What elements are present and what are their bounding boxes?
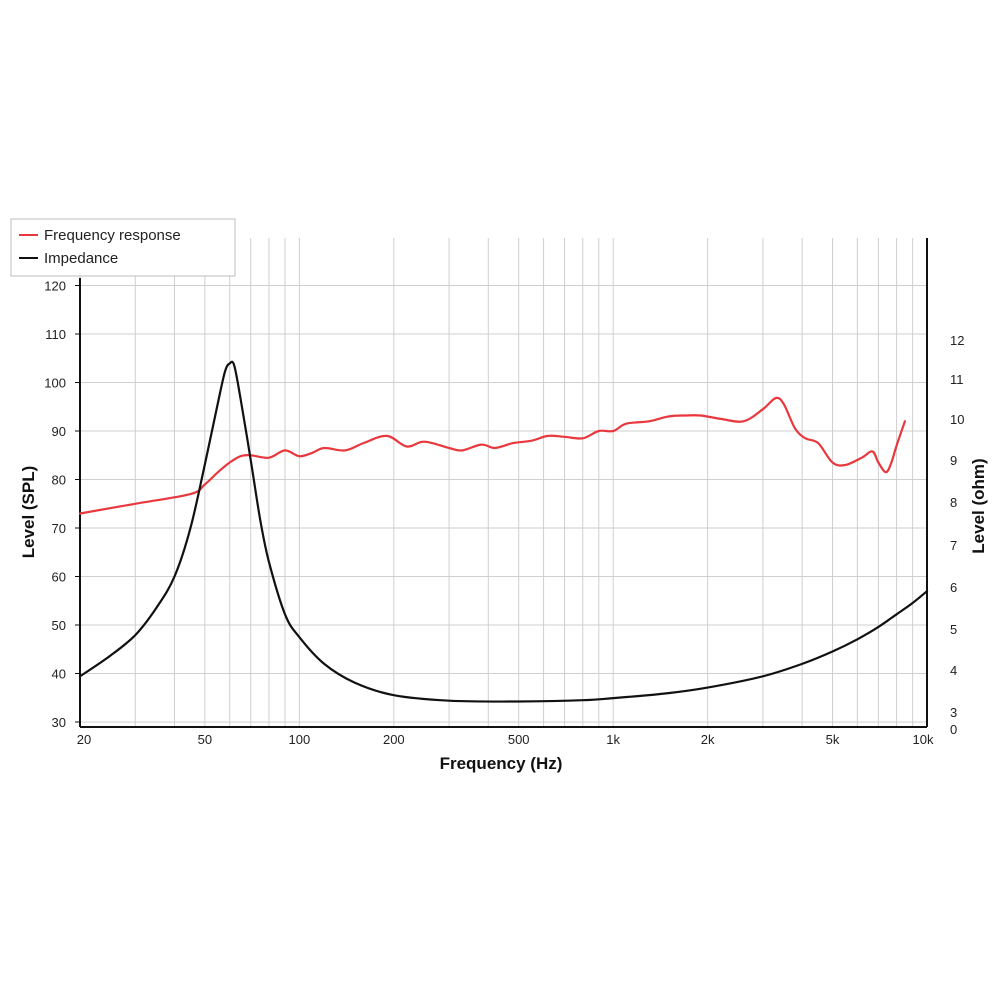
y-left-tick-label: 90: [52, 424, 66, 439]
legend-box: [10, 218, 236, 277]
y-left-tick-label: 120: [44, 279, 66, 294]
y-left-tick-label: 50: [52, 618, 66, 633]
x-tick-label: 2k: [701, 732, 715, 747]
x-tick-label: 50: [198, 732, 212, 747]
x-tick-label: 200: [383, 732, 405, 747]
tick-labels: 20 50 100 200 500 1k 2k 5k 10k304050607080901001…: [44, 279, 964, 748]
x-tick-label: 100: [289, 732, 311, 747]
series-lines: [78, 360, 929, 703]
y-right-tick-label: 6: [950, 580, 957, 595]
y-left-tick-label: 100: [44, 376, 66, 391]
x-tick-label: 1k: [606, 732, 620, 747]
y-right-tick-label: 3: [950, 705, 957, 720]
legend-label-impedance: Impedance: [44, 250, 118, 267]
grid-lines: [79, 238, 927, 727]
y-right-tick-label: 12: [950, 333, 964, 348]
y-left-tick-label: 40: [52, 667, 66, 682]
y-right-tick-label: 9: [950, 453, 957, 468]
y-left-tick-label: 70: [52, 521, 66, 536]
x-tick-label: 20: [77, 732, 91, 747]
y-left-axis-title: Level (SPL): [19, 466, 38, 559]
x-tick-label: 500: [508, 732, 530, 747]
y-right-tick-label: 0: [950, 722, 957, 737]
y-right-tick-label: 10: [950, 412, 964, 427]
x-axis-title: Frequency (Hz): [440, 754, 563, 773]
y-right-tick-label: 7: [950, 538, 957, 553]
y-right-tick-label: 4: [950, 663, 957, 678]
y-right-tick-label: 5: [950, 622, 957, 637]
axes: [79, 238, 928, 728]
legend: Frequency response Impedance: [10, 218, 236, 277]
y-left-tick-label: 60: [52, 570, 66, 585]
y-left-tick-label: 30: [52, 715, 66, 730]
legend-label-frequency-response: Frequency response: [44, 227, 181, 244]
y-left-tick-label: 80: [52, 473, 66, 488]
frequency-response-line: [78, 396, 906, 515]
y-right-axis-title: Level (ohm): [969, 458, 988, 553]
impedance-line: [78, 360, 929, 703]
x-tick-label: 5k: [826, 732, 840, 747]
y-right-tick-label: 8: [950, 495, 957, 510]
y-right-tick-label: 11: [950, 372, 964, 387]
y-left-tick-label: 110: [45, 327, 66, 342]
x-tick-label: 10k: [913, 732, 934, 747]
